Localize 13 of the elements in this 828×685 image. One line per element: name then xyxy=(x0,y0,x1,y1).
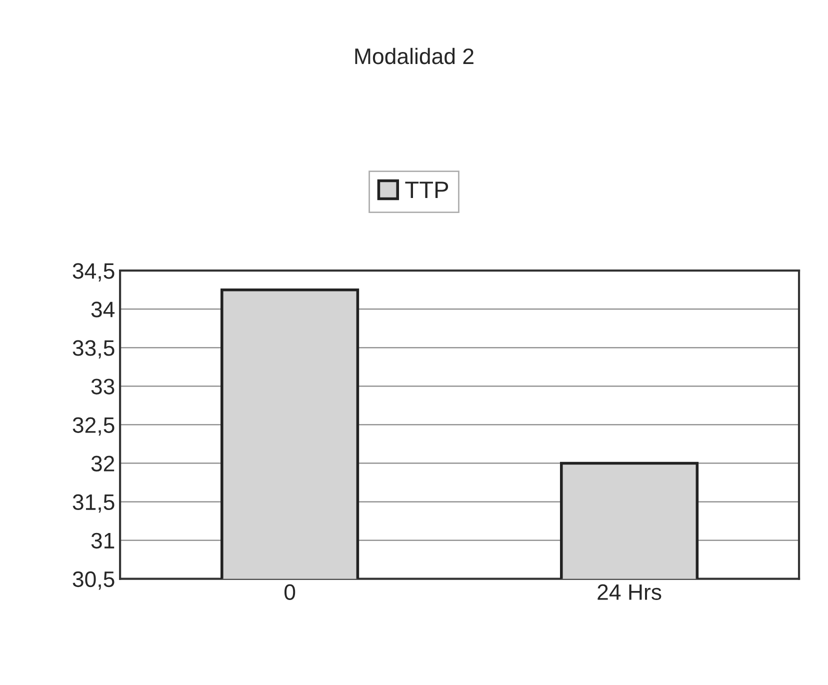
chart-title: Modalidad 2 xyxy=(355,48,474,64)
y-tick-label: 32 xyxy=(91,456,114,472)
y-tick-label: 34 xyxy=(91,302,115,318)
x-tick-label: 24 Hrs xyxy=(598,584,662,600)
y-tick-label: 34,5 xyxy=(72,263,114,282)
y-tick-label: 33,5 xyxy=(72,340,114,359)
x-tick-label: 0 xyxy=(284,584,296,600)
y-tick-label: 30,5 xyxy=(72,571,114,590)
legend-label: TTP xyxy=(405,182,448,198)
y-tick-label: 33 xyxy=(91,378,114,394)
y-tick-label: 32,5 xyxy=(72,417,114,436)
y-tick-label: 31 xyxy=(91,532,114,549)
y-tick-label: 31,5 xyxy=(72,494,114,513)
